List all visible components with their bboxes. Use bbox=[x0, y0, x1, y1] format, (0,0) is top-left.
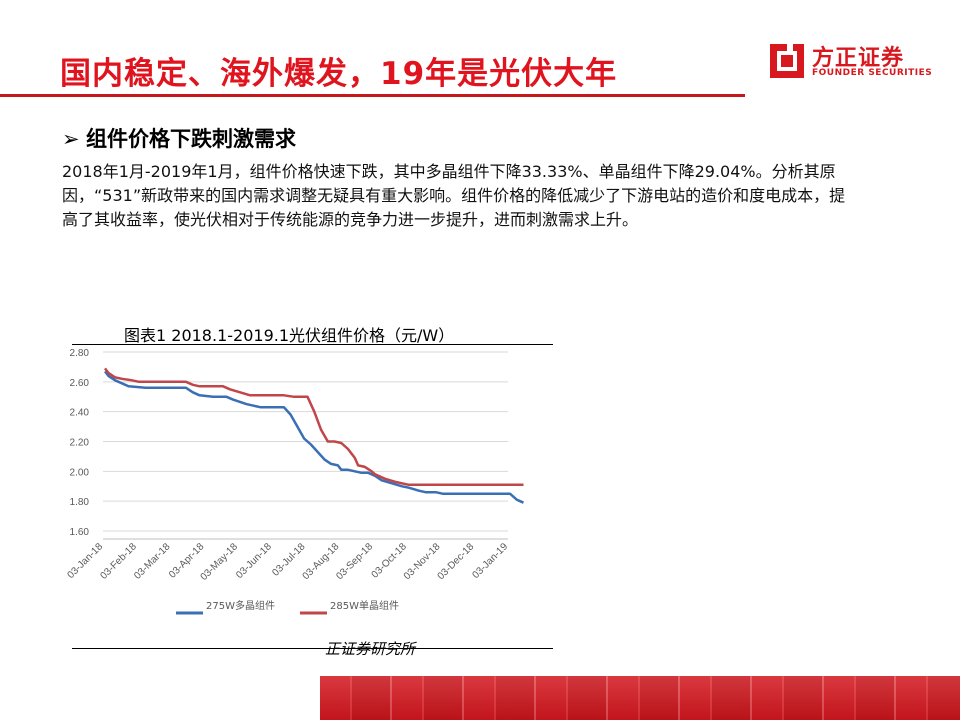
footer-shade bbox=[320, 676, 960, 720]
x-tick-label: 03-Jan-19 bbox=[471, 541, 511, 581]
series-line-1 bbox=[104, 370, 525, 504]
legend-label-2: 285W单晶组件 bbox=[330, 599, 399, 612]
bullet-arrow-icon: ➢ bbox=[62, 127, 80, 151]
x-tick-label: 03-Jun-18 bbox=[234, 541, 274, 581]
y-tick-label: 2.60 bbox=[70, 378, 90, 389]
founder-logo-icon bbox=[770, 44, 804, 78]
x-tick-label: 03-Sep-18 bbox=[334, 541, 375, 582]
footer-decoration bbox=[320, 676, 960, 720]
figure-bottom-rule bbox=[72, 648, 553, 649]
y-tick-label: 1.60 bbox=[70, 527, 90, 538]
figure-top-rule bbox=[72, 344, 553, 345]
figure-source: 正证券研究所 bbox=[325, 640, 416, 658]
section-heading: ➢ 组件价格下跌刺激需求 bbox=[62, 123, 296, 153]
x-tick-label: 03-May-18 bbox=[199, 541, 241, 583]
y-tick-label: 2.20 bbox=[70, 438, 90, 449]
y-tick-label: 1.80 bbox=[70, 497, 90, 508]
figure-caption: 图表1 2018.1-2019.1光伏组件价格（元/W） bbox=[124, 326, 455, 345]
y-tick-label: 2.80 bbox=[70, 348, 90, 359]
x-tick-label: 03-Dec-18 bbox=[436, 541, 477, 582]
title-divider bbox=[0, 94, 745, 97]
company-logo: 方正证券 FOUNDER SECURITIES bbox=[768, 40, 938, 86]
logo-text-en: FOUNDER SECURITIES bbox=[812, 68, 933, 78]
logo-text-cn: 方正证券 bbox=[812, 46, 905, 71]
y-tick-label: 2.40 bbox=[70, 408, 90, 419]
body-paragraph: 2018年1月-2019年1月，组件价格快速下跌，其中多晶组件下降33.33%、… bbox=[62, 162, 846, 229]
legend-label-1: 275W多晶组件 bbox=[206, 599, 275, 612]
section-heading-text: 组件价格下跌刺激需求 bbox=[86, 127, 296, 151]
page-title: 国内稳定、海外爆发，19年是光伏大年 bbox=[60, 56, 618, 92]
x-tick-label: 03-Mar-18 bbox=[132, 541, 173, 582]
y-tick-label: 2.00 bbox=[70, 467, 90, 478]
series-line-2 bbox=[104, 367, 524, 487]
